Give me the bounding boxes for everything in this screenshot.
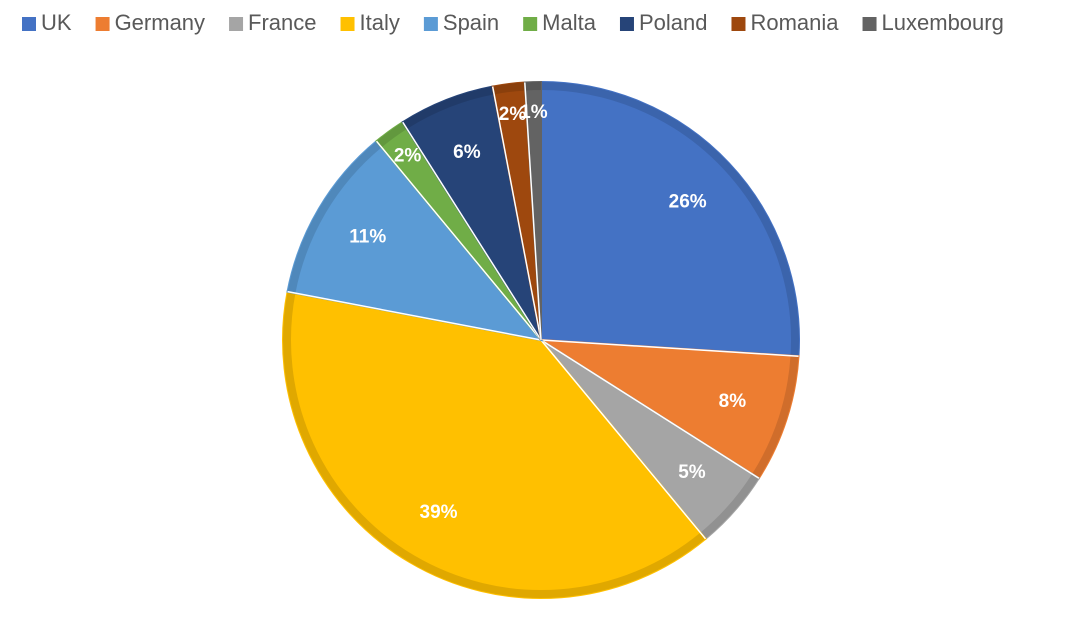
legend-swatch bbox=[95, 17, 110, 31]
legend-label: Spain bbox=[443, 10, 499, 35]
pie-slice bbox=[286, 139, 544, 342]
slice-border bbox=[287, 290, 542, 341]
slice-edge bbox=[524, 82, 542, 91]
slice-label: 26% bbox=[669, 191, 707, 212]
legend-swatch bbox=[619, 17, 634, 31]
slice-edge bbox=[402, 86, 495, 129]
slice-edge bbox=[283, 291, 706, 598]
legend-label: Malta bbox=[542, 10, 597, 35]
slice-label: 39% bbox=[420, 502, 458, 523]
legend-swatch bbox=[340, 17, 355, 31]
slice-border bbox=[540, 339, 760, 479]
slice-edge bbox=[492, 82, 526, 95]
slice-border bbox=[540, 339, 799, 357]
slice-border bbox=[491, 86, 542, 341]
slice-border bbox=[524, 82, 542, 341]
slice-edge bbox=[287, 141, 382, 294]
slice-label: 5% bbox=[678, 462, 706, 483]
legend-label: Germany bbox=[115, 10, 205, 35]
slice-border bbox=[375, 140, 542, 341]
legend-swatch bbox=[423, 17, 438, 31]
pie-slice bbox=[540, 339, 800, 480]
slice-edge bbox=[752, 355, 799, 479]
slice-label: 8% bbox=[719, 391, 747, 412]
legend-label: Poland bbox=[639, 10, 708, 35]
pie-slice bbox=[282, 290, 707, 599]
pie-slice bbox=[540, 80, 800, 358]
legend-swatch bbox=[862, 17, 877, 31]
slice-label: 6% bbox=[453, 142, 481, 163]
legend-label: Italy bbox=[360, 10, 400, 35]
slice-label: 2% bbox=[499, 104, 527, 125]
slice-label: 11% bbox=[349, 227, 386, 248]
pie bbox=[282, 80, 800, 599]
slice-labels: 26%8%5%39%11%2% 6%2%1% bbox=[349, 102, 746, 523]
slice-edge bbox=[700, 473, 759, 539]
legend-swatch bbox=[22, 17, 36, 31]
legend-label: Romania bbox=[750, 10, 839, 35]
slice-label: 2% bbox=[394, 145, 422, 166]
slice-border bbox=[402, 121, 542, 341]
legend-swatch bbox=[229, 17, 244, 31]
slice-border bbox=[540, 339, 707, 540]
legend-swatch bbox=[523, 17, 538, 31]
legend-label: France bbox=[248, 10, 316, 35]
legend-swatch bbox=[731, 17, 746, 31]
legend-label: UK bbox=[41, 10, 72, 35]
slice-label: 1% bbox=[520, 102, 548, 123]
legend-label: Luxembourg bbox=[882, 10, 1004, 35]
slice-edge bbox=[540, 82, 799, 357]
